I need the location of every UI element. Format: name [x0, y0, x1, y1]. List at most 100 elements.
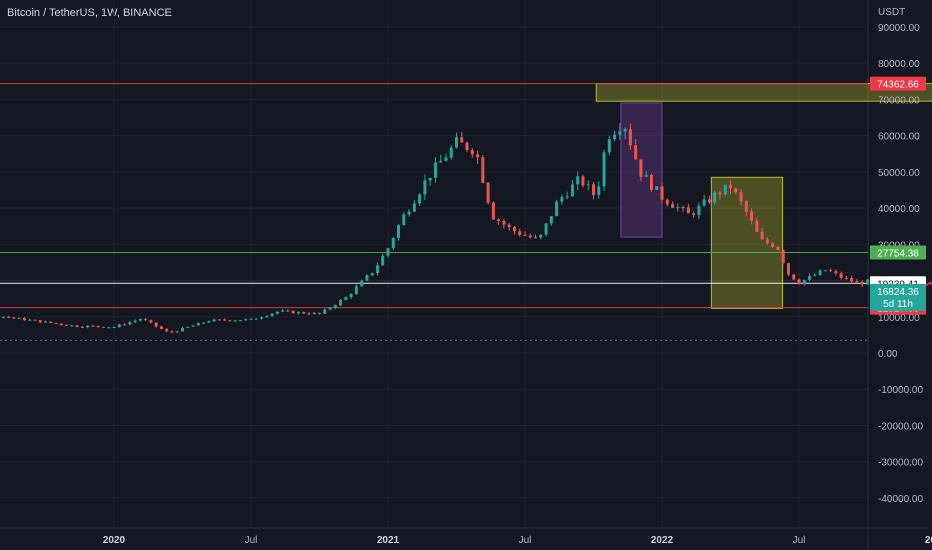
candle-body	[565, 196, 569, 198]
candle-body	[713, 192, 717, 203]
candle-body	[723, 184, 727, 195]
price-level-badge-text: 74362.66	[877, 80, 919, 91]
candle-body	[660, 186, 664, 200]
candle-body	[449, 147, 453, 158]
candle-body	[597, 186, 601, 196]
candle-body	[370, 273, 374, 276]
candle-body	[855, 281, 859, 283]
candle-body	[423, 180, 427, 195]
candle-body	[692, 213, 696, 216]
candle-body	[418, 194, 422, 204]
candle-body	[360, 280, 364, 287]
y-tick-label: 80000.00	[878, 59, 920, 70]
candle-countdown: 5d 11h	[883, 299, 913, 310]
candle-body	[318, 312, 321, 314]
candle-body	[302, 312, 306, 314]
candle-body	[12, 317, 16, 319]
candle-body	[734, 188, 738, 193]
candle-body	[291, 310, 295, 314]
candle-body	[149, 320, 153, 323]
candle-body	[765, 239, 769, 244]
x-tick-label: Jul	[245, 535, 258, 546]
current-price-value: 16824.36	[877, 287, 919, 298]
y-tick-label: -40000.00	[878, 494, 923, 505]
candle-body	[823, 270, 827, 272]
candle-body	[581, 176, 585, 186]
candle-body	[207, 321, 211, 323]
target-zone[interactable]	[595, 83, 932, 102]
candle-body	[339, 300, 343, 306]
candle-body	[502, 220, 506, 225]
candle-body	[676, 207, 680, 209]
candle-body	[144, 319, 148, 321]
candle-body	[312, 312, 316, 315]
candle-body	[813, 275, 817, 277]
candle-body	[54, 322, 58, 324]
candle-body	[697, 205, 701, 216]
candle-body	[275, 311, 279, 314]
candle-body	[518, 231, 522, 235]
axis-unit-label: USDT	[878, 7, 905, 18]
candle-body	[476, 154, 480, 158]
candle-body	[776, 246, 780, 250]
candle-body	[407, 211, 411, 215]
yellow-drop-zone[interactable]	[710, 176, 784, 309]
price-level-badge-text: 27754.38	[877, 248, 919, 259]
candle-body	[860, 281, 864, 285]
candle-body	[1, 316, 5, 318]
candle-body	[760, 231, 764, 240]
candle-body	[397, 225, 401, 239]
chart-title: Bitcoin / TetherUS, 1W, BINANCE	[7, 7, 172, 19]
y-tick-label: 0.00	[878, 349, 898, 360]
candle-body	[254, 318, 258, 320]
candle-body	[7, 316, 11, 318]
candle-body	[112, 327, 116, 329]
candle-body	[707, 199, 711, 203]
candle-body	[491, 202, 495, 220]
price-level-badge[interactable]	[870, 245, 926, 260]
price-level-badge[interactable]	[870, 76, 926, 91]
candle-body	[354, 286, 358, 294]
candle-body	[844, 277, 848, 279]
x-tick-label: 2023	[925, 535, 932, 546]
candle-body	[391, 238, 395, 249]
candle-body	[481, 157, 485, 183]
candle-body	[771, 243, 775, 247]
candle-body	[386, 248, 390, 256]
candle-body	[159, 326, 163, 330]
candle-body	[455, 137, 458, 148]
candle-body	[839, 273, 843, 278]
candle-body	[217, 319, 221, 321]
candle-body	[175, 331, 179, 333]
candle-body	[465, 142, 469, 150]
candle-body	[80, 326, 84, 328]
candle-body	[70, 325, 74, 327]
candle-body	[486, 182, 490, 203]
current-price-badge[interactable]	[870, 284, 926, 312]
candle-body	[133, 320, 137, 323]
candle-body	[202, 322, 206, 324]
candle-body	[123, 324, 127, 326]
x-tick-label: 2020	[103, 535, 126, 546]
candle-body	[260, 317, 264, 319]
candle-body	[618, 131, 622, 135]
candle-body	[681, 207, 685, 209]
candle-body	[818, 270, 822, 276]
candle-body	[507, 224, 511, 227]
x-tick-label: 2022	[651, 535, 674, 546]
candle-body	[296, 312, 300, 314]
candle-body	[44, 321, 47, 323]
candle-body	[233, 320, 237, 322]
candle-body	[375, 265, 379, 274]
candle-body	[755, 220, 759, 232]
candle-body	[65, 324, 69, 326]
candle-body	[544, 223, 548, 235]
candle-body	[212, 319, 216, 322]
candle-body	[797, 279, 801, 285]
candle-body	[460, 137, 464, 143]
candle-body	[286, 310, 290, 312]
candle-body	[223, 319, 227, 321]
x-tick-label: Jul	[519, 535, 532, 546]
x-tick-label: 2021	[377, 535, 400, 546]
